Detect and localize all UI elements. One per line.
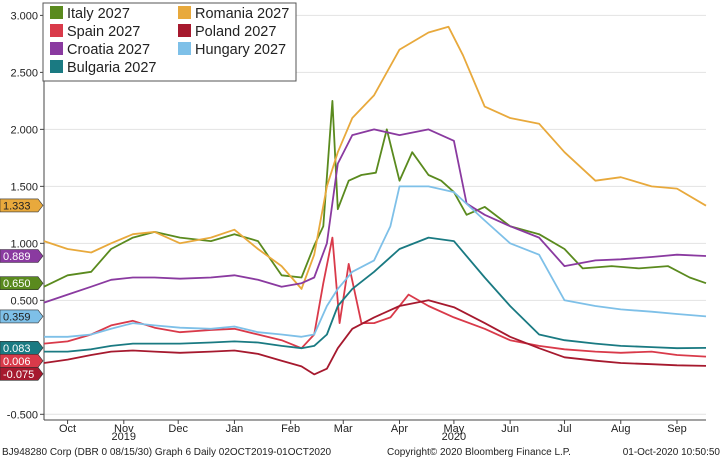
legend-item-hungary-2027: Hungary 2027 xyxy=(178,42,286,58)
legend-swatch xyxy=(50,60,63,73)
x-tick-label: Dec xyxy=(168,423,188,435)
value-tag-label: 0.889 xyxy=(3,251,31,263)
series-line-bulgaria-2027 xyxy=(44,236,707,353)
legend-label: Italy 2027 xyxy=(67,6,130,22)
value-tag-label: 0.006 xyxy=(3,356,31,368)
legend-label: Hungary 2027 xyxy=(195,42,286,58)
x-tick-label: Apr xyxy=(391,423,408,435)
value-tag-italy-2027: 0.650 xyxy=(0,276,44,291)
value-tag-bg xyxy=(0,276,44,291)
legend: Italy 2027 Romania 2027 Spain 2027 Poland 2… xyxy=(42,2,297,82)
legend-label: Bulgaria 2027 xyxy=(67,60,157,76)
x-tick-label: Jan xyxy=(226,423,244,435)
value-tag-bg xyxy=(0,341,44,355)
footer: BJ948280 Corp (DBR 0 08/15/30) Graph 6 D… xyxy=(2,447,720,458)
legend-item-spain-2027: Spain 2027 xyxy=(50,24,140,40)
series-line-romania-2027 xyxy=(43,25,707,290)
x-year-label: 2019 xyxy=(112,431,136,443)
footer-center: Copyright© 2020 Bloomberg Finance L.P. xyxy=(387,447,571,458)
value-tag-label: 1.333 xyxy=(3,200,31,212)
legend-swatch xyxy=(178,42,191,55)
y-tick-label: 2.000 xyxy=(10,124,38,136)
y-tick-label: 3.000 xyxy=(10,10,38,22)
x-tick-label: Sep xyxy=(667,423,687,435)
footer-right: 01-Oct-2020 10:50:50 xyxy=(623,447,721,458)
value-tag-bg xyxy=(0,309,44,324)
series-line-poland-2027 xyxy=(43,299,707,376)
legend-box xyxy=(42,2,297,82)
legend-swatch xyxy=(50,24,63,37)
y-tick-label: 1.500 xyxy=(10,181,38,193)
x-tick-label: Mar xyxy=(334,423,353,435)
value-tag-label: 0.083 xyxy=(3,343,31,355)
value-tag-label: -0.075 xyxy=(3,369,34,381)
x-tick-label: Feb xyxy=(281,423,300,435)
legend-item-romania-2027: Romania 2027 xyxy=(178,6,289,22)
legend-item-croatia-2027: Croatia 2027 xyxy=(50,42,150,58)
legend-item-bulgaria-2027: Bulgaria 2027 xyxy=(50,60,157,76)
x-axis: Oct Nov Dec Jan Feb Mar Apr May Jun Jul Aug Sep 2019… xyxy=(44,419,706,443)
legend-item-poland-2027: Poland 2027 xyxy=(178,24,276,40)
value-tag-hungary-2027: 0.359 xyxy=(0,309,44,324)
value-tag-bg xyxy=(0,198,44,213)
legend-label: Croatia 2027 xyxy=(67,42,150,58)
x-tick-label: May xyxy=(444,423,465,435)
y-axis: -0.500 0.500 1.000 1.500 2.000 2.500 3.000 xyxy=(7,4,45,421)
x-tick-label: Jul xyxy=(558,423,572,435)
legend-swatch xyxy=(178,6,191,19)
series-line-hungary-2027 xyxy=(44,185,707,338)
series-line-spain-2027 xyxy=(43,236,707,358)
x-year-label: 2020 xyxy=(442,431,466,443)
legend-label: Spain 2027 xyxy=(67,24,140,40)
value-tag-label: 0.359 xyxy=(3,311,31,323)
series-line-italy-2027 xyxy=(43,100,707,288)
footer-left: BJ948280 Corp (DBR 0 08/15/30) Graph 6 D… xyxy=(2,447,332,458)
legend-swatch xyxy=(178,24,191,37)
legend-swatch xyxy=(50,42,63,55)
value-tag-bg xyxy=(0,249,44,263)
y-tick-label: 0.500 xyxy=(10,295,38,307)
value-tag-bg xyxy=(0,354,44,368)
value-tag-romania-2027: 1.333 xyxy=(0,198,44,213)
legend-swatch xyxy=(50,6,63,19)
series-lines xyxy=(43,25,707,376)
y-tick-label: 2.500 xyxy=(10,67,38,79)
value-tag-bg xyxy=(0,367,44,381)
x-tick-label: Oct xyxy=(59,423,76,435)
value-tag-bulgaria-2027: 0.083 xyxy=(0,341,44,355)
value-tag-spain-2027: 0.006 xyxy=(0,354,44,368)
y-tick-label: -0.500 xyxy=(7,409,38,421)
x-tick-label: Nov xyxy=(114,423,134,435)
x-tick-label: Jun xyxy=(501,423,519,435)
series-line-croatia-2027 xyxy=(43,128,707,304)
value-tag-label: 0.650 xyxy=(3,278,31,290)
legend-item-italy-2027: Italy 2027 xyxy=(50,6,130,22)
value-tag-poland-2027: -0.075 xyxy=(0,367,44,381)
legend-label: Romania 2027 xyxy=(195,6,289,22)
legend-label: Poland 2027 xyxy=(195,24,276,40)
x-tick-label: Aug xyxy=(611,423,631,435)
y-tick-label: 1.000 xyxy=(10,238,38,250)
value-tag-croatia-2027: 0.889 xyxy=(0,249,44,263)
